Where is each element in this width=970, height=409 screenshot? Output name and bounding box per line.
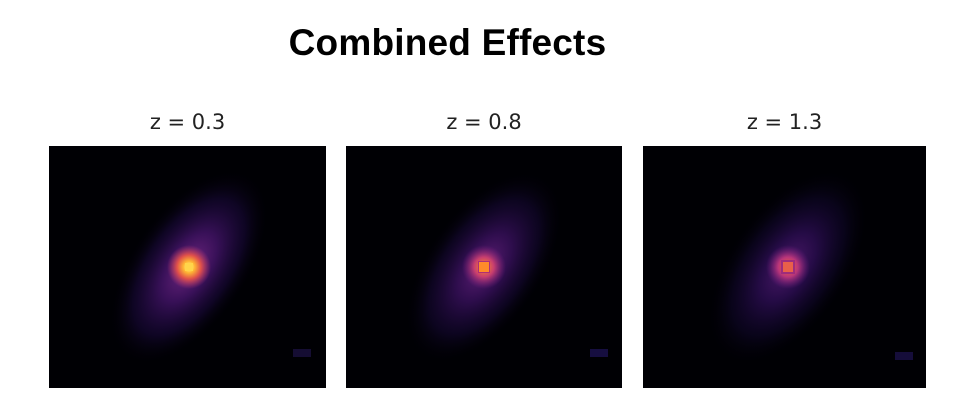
galaxy-image (49, 146, 326, 388)
figure-title: Combined Effects (288, 22, 607, 63)
panel-z-0-3: z = 0.3 (49, 110, 326, 388)
galaxy-image (643, 146, 926, 388)
galaxy-svg (643, 146, 926, 388)
galaxy-core (462, 245, 506, 289)
galaxy-image (346, 146, 622, 388)
galaxy-svg (346, 146, 622, 388)
panel-z-0-8: z = 0.8 (346, 110, 622, 388)
panel-label: z = 1.3 (746, 110, 823, 134)
noise-blob (895, 352, 913, 360)
panel-z-1-3: z = 1.3 (643, 110, 926, 388)
noise-blob (590, 349, 608, 357)
panel-label: z = 0.3 (149, 110, 226, 134)
noise-blob (293, 349, 311, 357)
panel-label: z = 0.8 (446, 110, 522, 134)
galaxy-core (167, 245, 211, 289)
galaxy-core (766, 245, 810, 289)
galaxy-svg (49, 146, 326, 388)
